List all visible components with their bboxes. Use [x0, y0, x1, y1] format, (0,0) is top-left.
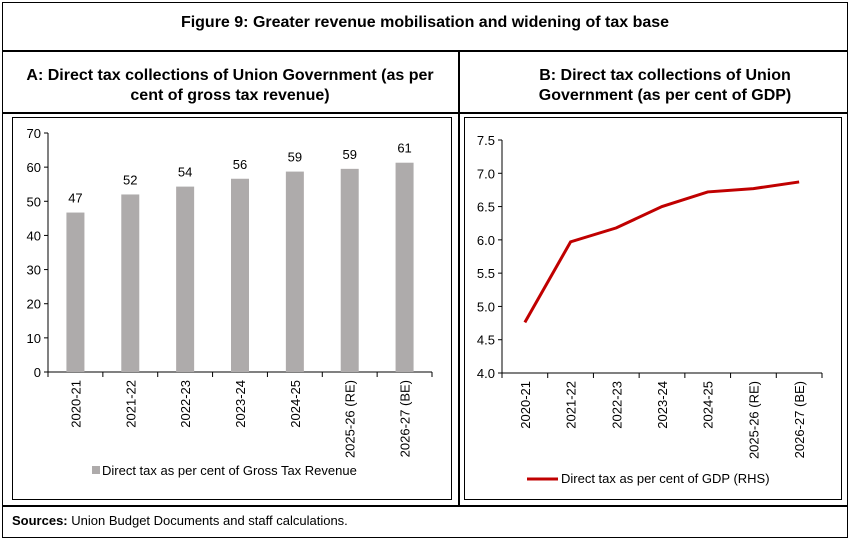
- y-tick-label: 5.0: [477, 299, 495, 314]
- x-tick-label: 2026-27 (BE): [792, 381, 807, 458]
- y-tick-label: 10: [27, 331, 41, 346]
- legend-swatch: [92, 466, 100, 474]
- data-label: 54: [178, 165, 192, 180]
- bar: [285, 171, 304, 372]
- bar: [395, 162, 414, 372]
- x-tick-label: 2026-27 (BE): [398, 380, 413, 457]
- data-label: 52: [123, 172, 137, 187]
- sources-note: Sources: Union Budget Documents and staf…: [12, 513, 348, 528]
- sources-label: Sources:: [12, 513, 68, 528]
- bar: [121, 194, 140, 372]
- legend-label: Direct tax as per cent of Gross Tax Reve…: [102, 463, 357, 478]
- legend-label: Direct tax as per cent of GDP (RHS): [561, 471, 770, 486]
- x-tick-label: 2025-26 (RE): [343, 380, 358, 458]
- bar: [176, 186, 195, 372]
- divider: [458, 50, 460, 506]
- divider: [2, 505, 848, 507]
- x-tick-label: 2024-25: [701, 381, 716, 429]
- y-tick-label: 7.0: [477, 166, 495, 181]
- x-tick-label: 2021-22: [123, 380, 138, 428]
- y-tick-label: 40: [27, 228, 41, 243]
- panel-b-title: B: Direct tax collections of Union Gover…: [538, 67, 792, 104]
- y-tick-label: 60: [27, 160, 41, 175]
- y-tick-label: 6.0: [477, 233, 495, 248]
- data-label: 47: [68, 191, 82, 206]
- panel-b-frame: [464, 117, 842, 500]
- y-tick-label: 4.0: [477, 366, 495, 381]
- x-tick-label: 2023-24: [233, 380, 248, 428]
- y-tick-label: 7.5: [477, 133, 495, 148]
- x-tick-label: 2023-24: [655, 381, 670, 429]
- bar: [340, 168, 359, 372]
- y-tick-label: 4.5: [477, 333, 495, 348]
- panel-a-title: A: Direct tax collections of Union Gover…: [26, 67, 434, 104]
- y-tick-label: 20: [27, 297, 41, 312]
- y-tick-label: 50: [27, 194, 41, 209]
- bar: [231, 178, 249, 372]
- bar: [66, 212, 85, 372]
- x-tick-label: 2022-23: [609, 381, 624, 429]
- panel-a-frame: [12, 117, 452, 500]
- figure-title: Figure 9: Greater revenue mobilisation a…: [180, 14, 670, 31]
- x-tick-label: 2024-25: [288, 380, 303, 428]
- y-tick-label: 0: [34, 365, 41, 380]
- x-tick-label: 2022-23: [178, 380, 193, 428]
- x-tick-label: 2021-22: [564, 381, 579, 429]
- y-tick-label: 70: [27, 126, 41, 141]
- y-tick-label: 6.5: [477, 200, 495, 215]
- data-label: 56: [233, 157, 247, 172]
- y-tick-label: 30: [27, 263, 41, 278]
- divider: [2, 112, 848, 114]
- sources-text: Union Budget Documents and staff calcula…: [67, 513, 348, 528]
- x-tick-label: 2020-21: [68, 380, 83, 428]
- divider: [2, 50, 848, 52]
- data-label: 61: [397, 141, 411, 156]
- x-tick-label: 2025-26 (RE): [746, 381, 761, 459]
- x-tick-label: 2020-21: [518, 381, 533, 429]
- data-label: 59: [342, 147, 356, 162]
- data-label: 59: [288, 150, 302, 165]
- series-line: [523, 180, 800, 324]
- y-tick-label: 5.5: [477, 266, 495, 281]
